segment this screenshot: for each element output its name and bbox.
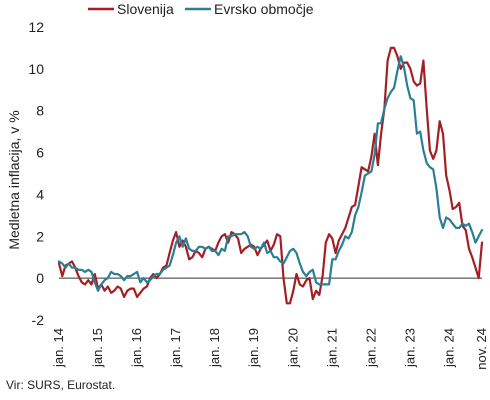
y-axis-ticks: -2 0 2 4 6 8 10 12 bbox=[28, 19, 44, 328]
source-note: Vir: SURS, Eurostat. bbox=[6, 378, 116, 392]
series-lines bbox=[57, 46, 484, 305]
x-tick-label: jan. 15 bbox=[90, 328, 105, 368]
x-tick-label: nov. 24 bbox=[474, 328, 489, 370]
y-tick-label: 2 bbox=[36, 228, 44, 244]
x-tick-label: jan. 22 bbox=[363, 328, 378, 368]
legend-label-slovenija: Slovenija bbox=[117, 1, 174, 17]
y-tick-label: 6 bbox=[36, 145, 44, 161]
y-axis-label: Medletna inflacija, v % bbox=[6, 110, 22, 249]
x-tick-label: jan. 16 bbox=[129, 328, 144, 368]
y-tick-label: 12 bbox=[28, 19, 44, 35]
series-line-evrsko-obmocje bbox=[57, 55, 484, 292]
x-tick-label: jan. 23 bbox=[402, 328, 417, 368]
y-tick-label: 0 bbox=[36, 270, 44, 286]
series-line-slovenija bbox=[57, 46, 484, 305]
x-axis-ticks: jan. 14 jan. 15 jan. 16 jan. 17 jan. 18 jan. … bbox=[51, 328, 489, 370]
legend-label-evrsko-obmocje: Evrsko območje bbox=[214, 1, 314, 17]
y-tick-label: 10 bbox=[28, 61, 44, 77]
legend: Slovenija Evrsko območje bbox=[88, 1, 314, 17]
y-tick-label: 8 bbox=[36, 103, 44, 119]
x-tick-label: jan. 24 bbox=[441, 328, 456, 368]
x-tick-label: jan. 20 bbox=[285, 328, 300, 368]
y-tick-label: -2 bbox=[32, 312, 45, 328]
x-tick-label: jan. 18 bbox=[207, 328, 222, 368]
x-tick-label: jan. 21 bbox=[324, 328, 339, 368]
x-tick-label: jan. 14 bbox=[51, 328, 66, 368]
x-tick-label: jan. 19 bbox=[246, 328, 261, 368]
y-tick-label: 4 bbox=[36, 186, 44, 202]
x-tick-label: jan. 17 bbox=[168, 328, 183, 368]
